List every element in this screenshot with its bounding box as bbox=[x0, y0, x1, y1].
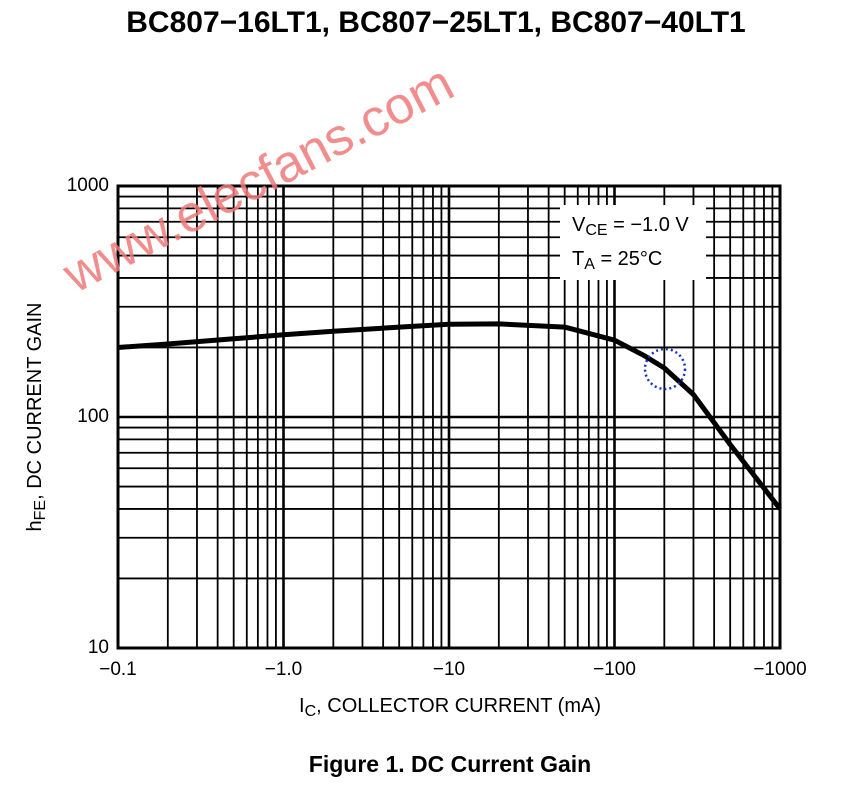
annotation-box bbox=[560, 205, 706, 280]
x-tick-label: −100 bbox=[593, 659, 636, 680]
highlight-circle bbox=[643, 347, 687, 391]
y-axis-label: hFE, DC CURRENT GAIN bbox=[24, 303, 49, 532]
y-tick-label: 10 bbox=[88, 637, 109, 658]
x-axis-label-rest: , COLLECTOR CURRENT (mA) bbox=[316, 695, 601, 717]
y-axis-label-rest: , DC CURRENT GAIN bbox=[24, 303, 46, 500]
chart-title: BC807−16LT1, BC807−25LT1, BC807−40LT1 bbox=[126, 6, 745, 39]
annotation-rest: = 25°C bbox=[595, 248, 662, 270]
annotation: TA = 25°C bbox=[572, 248, 662, 273]
marks bbox=[117, 321, 782, 511]
x-tick-label: −1.0 bbox=[265, 659, 303, 680]
annotation-sub: CE bbox=[585, 222, 607, 239]
annotation-sub: A bbox=[584, 256, 595, 273]
plot-frame bbox=[116, 184, 782, 650]
x-axis-label-main: I bbox=[299, 695, 305, 717]
x-axis-label: IC, COLLECTOR CURRENT (mA) bbox=[299, 695, 601, 720]
x-tick-label: −1000 bbox=[753, 659, 806, 680]
annotation-main: V bbox=[572, 214, 586, 236]
y-axis-label-main: h bbox=[24, 520, 46, 531]
annotation-rest: = −1.0 V bbox=[608, 214, 690, 236]
y-tick-label: 1000 bbox=[67, 175, 109, 196]
curve bbox=[117, 321, 782, 511]
x-tick-label: −0.1 bbox=[99, 659, 137, 680]
labels: −0.1 −1.0 −10 −100 −1000 10 100 1000 IC, COLLECT… bbox=[24, 175, 806, 720]
caption: Figure 1. DC Current Gain bbox=[309, 751, 591, 777]
y-tick-label: 100 bbox=[77, 406, 109, 427]
annotation-main: T bbox=[572, 248, 584, 270]
annotation: VCE = −1.0 V bbox=[572, 214, 689, 239]
y-axis-label-sub: FE bbox=[32, 500, 49, 520]
x-axis-label-sub: C bbox=[305, 703, 317, 720]
x-tick-label: −10 bbox=[433, 659, 465, 680]
